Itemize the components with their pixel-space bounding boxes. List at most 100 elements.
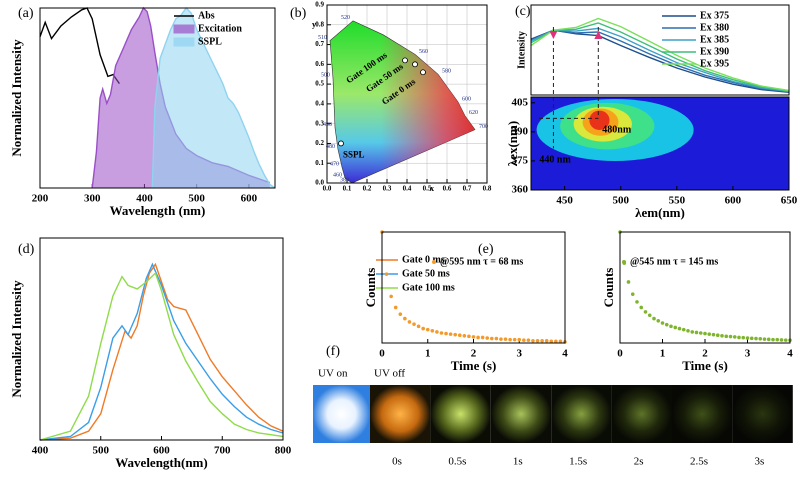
point: [779, 338, 784, 342]
photo: [490, 385, 552, 443]
line: [530, 17, 790, 92]
area: [152, 8, 275, 188]
point: [494, 336, 499, 341]
point: [467, 334, 471, 339]
point: [656, 319, 661, 323]
time-label: 3s: [755, 456, 765, 468]
point: [480, 335, 485, 340]
y-tick-label: 0.5: [315, 80, 324, 88]
locus-label: 700: [479, 124, 488, 130]
point: [737, 335, 741, 340]
panel-label: (d): [18, 242, 35, 257]
point: [694, 330, 699, 335]
time-label: 0.5s: [448, 456, 466, 468]
point: [453, 332, 458, 337]
panel-label: (a): [18, 6, 34, 21]
point: [402, 57, 408, 64]
locus-label: 380: [340, 177, 349, 183]
panel-label: (f): [326, 344, 340, 359]
legend-marker: [622, 260, 626, 264]
point: [728, 334, 733, 339]
point: [549, 339, 554, 344]
point: [471, 335, 476, 339]
point: [652, 316, 656, 321]
legend-marker: [432, 260, 436, 264]
point: [462, 333, 467, 338]
locus-label: 580: [442, 69, 451, 75]
photo-label: UV on: [318, 368, 348, 380]
x-tick-label: 600: [241, 193, 258, 205]
y-axis-title: Counts: [363, 268, 378, 308]
legend-label: SSPL: [198, 36, 222, 47]
x-axis-title: x: [430, 184, 434, 193]
x-tick-label: 400: [136, 193, 153, 205]
y-axis-title: Intensity: [516, 31, 527, 69]
legend-label: @595 nm τ = 68 ms: [440, 256, 523, 267]
locus-label: 560: [419, 49, 428, 55]
y-tick-label: 0.8: [315, 20, 324, 28]
annotation: 440 nm: [539, 155, 571, 166]
line: [39, 271, 284, 441]
point: [715, 333, 720, 338]
locus-label: 600: [462, 96, 471, 102]
annotation-arrow: [594, 31, 603, 39]
y-tick-label: 0.7: [315, 40, 324, 48]
x-axis-title: Time (s): [682, 358, 728, 373]
panel-label: (b): [290, 6, 307, 21]
locus-label: 470: [330, 162, 339, 168]
x-tick-label: 1: [660, 348, 666, 360]
point: [384, 272, 389, 276]
x-tick-label: 0.5: [423, 185, 432, 193]
point: [425, 327, 430, 332]
point: [724, 334, 729, 339]
point: [540, 338, 544, 343]
point-label: SSPL: [343, 150, 365, 160]
y-tick-label: 0.2: [315, 139, 324, 147]
point: [771, 337, 775, 342]
point: [407, 320, 412, 324]
line: [530, 29, 790, 93]
line: [530, 27, 790, 93]
point: [669, 324, 673, 329]
plot-frame: [39, 237, 284, 441]
x-tick-label: 650: [781, 195, 798, 207]
point: [690, 330, 695, 334]
point: [554, 339, 558, 344]
point: [476, 335, 480, 340]
x-tick-label: 0.8: [483, 185, 492, 193]
legend-label: Abs: [198, 10, 215, 21]
x-tick-label: 550: [669, 195, 686, 207]
x-tick-label: 4: [562, 348, 568, 360]
x-tick-label: 0.7: [463, 185, 472, 193]
point: [448, 332, 453, 336]
legend-label: Excitation: [198, 23, 242, 34]
legend-label: Ex 380: [700, 22, 729, 33]
time-label: 2s: [634, 456, 644, 468]
x-tick-label: 0.4: [403, 185, 412, 193]
plot-frame: [619, 231, 791, 344]
point: [389, 294, 393, 299]
point: [430, 328, 435, 333]
point: [485, 336, 490, 340]
y-tick-label: 0.3: [315, 119, 324, 127]
point: [517, 337, 522, 342]
legend-label: Gate 0 ms: [402, 254, 445, 265]
x-axis-title: Wavelength (nm): [110, 203, 206, 218]
x-tick-label: 0: [617, 348, 623, 360]
point: [703, 331, 707, 336]
x-tick-label: 0.0: [323, 185, 332, 193]
photo-label: UV off: [374, 368, 405, 380]
locus-label: 510: [318, 35, 327, 41]
point: [457, 333, 462, 338]
x-tick-label: 3: [517, 348, 523, 360]
x-tick-label: 500: [188, 193, 205, 205]
point: [420, 69, 426, 76]
spectral-locus-tint: [330, 20, 475, 183]
point: [508, 337, 512, 342]
annotation-arrow: [549, 31, 558, 39]
x-tick-label: 700: [214, 445, 231, 457]
point: [647, 313, 652, 318]
plot-frame: [530, 96, 790, 191]
plot-frame: [530, 4, 790, 96]
point: [664, 322, 669, 327]
